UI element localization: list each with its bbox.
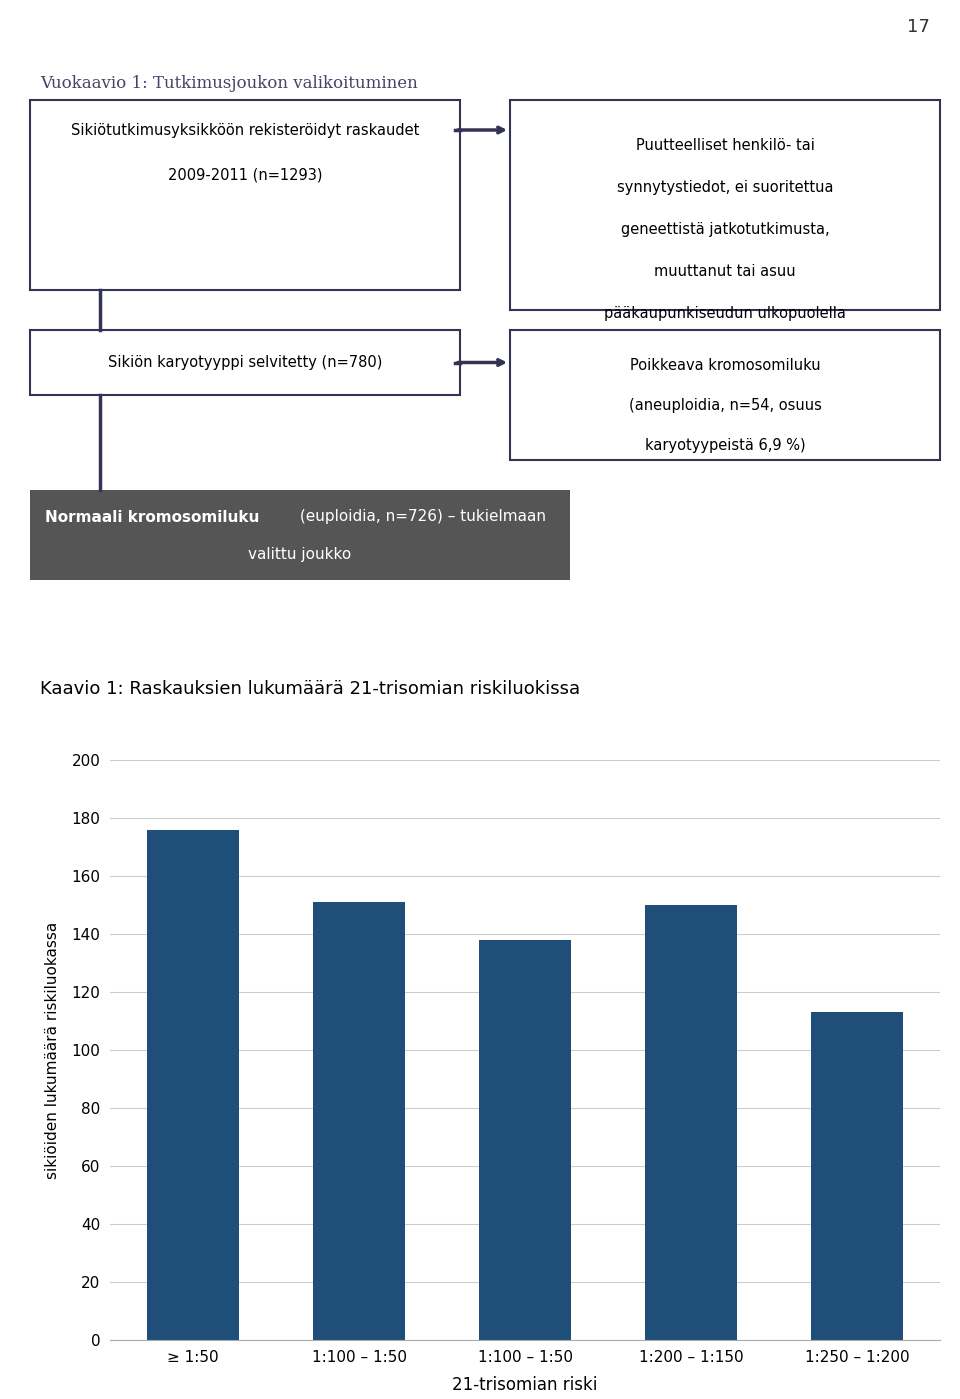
Bar: [313, 902, 405, 1340]
Bar: [645, 905, 736, 1340]
Bar: [30, 330, 460, 395]
Text: synnytystiedot, ei suoritettua: synnytystiedot, ei suoritettua: [616, 180, 833, 194]
Y-axis label: sikiöiden lukumäärä riskiluokassa: sikiöiden lukumäärä riskiluokassa: [45, 922, 60, 1178]
Bar: [479, 940, 570, 1340]
Text: muuttanut tai asuu: muuttanut tai asuu: [654, 264, 796, 278]
Text: (euploidia, n=726) – tukielmaan: (euploidia, n=726) – tukielmaan: [295, 509, 546, 525]
Text: Kaavio 1: Raskauksien lukumäärä 21-trisomian riskiluokissa: Kaavio 1: Raskauksien lukumäärä 21-triso…: [40, 680, 580, 698]
Bar: [510, 330, 940, 460]
Bar: [510, 99, 940, 311]
Text: Sikiön karyotyyppi selvitetty (n=780): Sikiön karyotyyppi selvitetty (n=780): [108, 355, 382, 369]
Text: Normaali kromosomiluku: Normaali kromosomiluku: [45, 509, 259, 525]
Text: karyotyypeistä 6,9 %): karyotyypeistä 6,9 %): [645, 438, 805, 453]
X-axis label: 21-trisomian riski: 21-trisomian riski: [452, 1375, 598, 1393]
Text: 17: 17: [907, 18, 930, 36]
Bar: [811, 1013, 902, 1340]
Text: 2009-2011 (n=1293): 2009-2011 (n=1293): [168, 168, 323, 182]
Text: (aneuploidia, n=54, osuus: (aneuploidia, n=54, osuus: [629, 397, 822, 413]
Text: pääkaupunkiseudun ulkopuolella: pääkaupunkiseudun ulkopuolella: [604, 306, 846, 320]
Bar: [30, 490, 570, 581]
Text: Poikkeava kromosomiluku: Poikkeava kromosomiluku: [630, 358, 820, 374]
Text: Sikiötutkimusyksikköön rekisteröidyt raskaudet: Sikiötutkimusyksikköön rekisteröidyt ras…: [71, 123, 420, 137]
Text: geneettistä jatkotutkimusta,: geneettistä jatkotutkimusta,: [621, 222, 829, 236]
Text: valittu joukko: valittu joukko: [249, 547, 351, 562]
Bar: [30, 99, 460, 290]
Text: Puutteelliset henkilö- tai: Puutteelliset henkilö- tai: [636, 139, 814, 152]
Bar: [147, 830, 239, 1340]
Text: Vuokaavio 1: Tutkimusjoukon valikoituminen: Vuokaavio 1: Tutkimusjoukon valikoitumin…: [40, 76, 418, 92]
